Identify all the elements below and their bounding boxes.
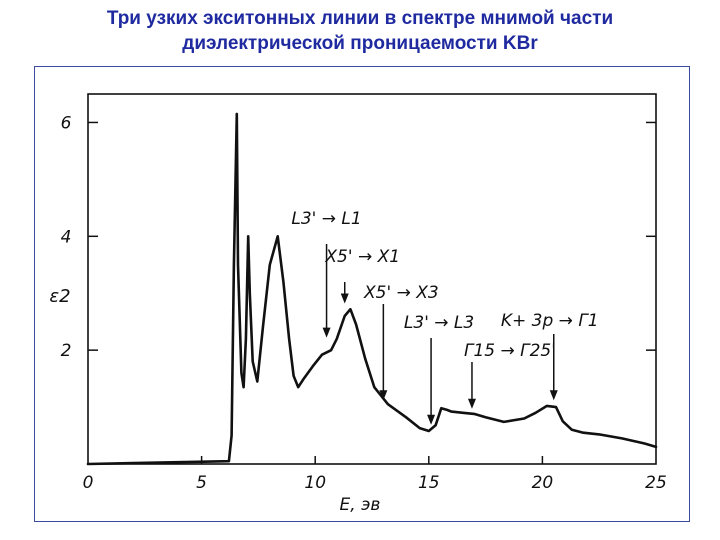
annotation-arrowhead bbox=[322, 327, 331, 338]
y-tick-label: 4 bbox=[61, 227, 72, 247]
series-line bbox=[86, 112, 658, 466]
plot-frame bbox=[87, 93, 657, 465]
tick-marks bbox=[88, 121, 656, 464]
x-axis-label: E, эв bbox=[340, 495, 381, 515]
annotation-arrowhead bbox=[467, 398, 476, 409]
x-tick-label: 25 bbox=[645, 473, 667, 493]
x-tick-label: 5 bbox=[196, 473, 207, 493]
figure-frame bbox=[34, 66, 690, 522]
annotation-arrowhead bbox=[340, 293, 349, 304]
annotation-arrows bbox=[322, 244, 558, 425]
slide-title-line-1: Три узких экситонных линии в спектре мни… bbox=[106, 8, 614, 29]
annotation-arrowhead bbox=[549, 390, 558, 401]
x-tick-label: 10 bbox=[304, 473, 326, 493]
y-tick-label: 2 bbox=[61, 341, 72, 361]
slide-title-line-2: диэлектрической проницаемости KBr bbox=[182, 33, 538, 54]
transition-label: L3' → L3 bbox=[404, 313, 474, 333]
x-tick-label: 15 bbox=[418, 473, 440, 493]
tick-labels: 0 5 10 15 20 25 2 4 6 bbox=[61, 113, 667, 493]
transition-label: X5' → X1 bbox=[324, 247, 400, 267]
y-axis-label: ε2 bbox=[49, 286, 70, 307]
transition-label: L3' → L1 bbox=[291, 209, 361, 229]
transition-label: Γ15 → Γ25' bbox=[464, 341, 556, 361]
y-tick-label: 6 bbox=[61, 113, 72, 133]
annotation-arrowhead bbox=[427, 414, 436, 425]
transition-label: K+ 3p → Γ1 bbox=[501, 311, 599, 331]
slide-title: Три узких экситонных линии в спектре мни… bbox=[0, 6, 720, 56]
x-tick-label: 0 bbox=[83, 473, 94, 493]
annotation-arrowhead bbox=[379, 390, 388, 401]
transition-label: X5' → X3 bbox=[363, 283, 439, 303]
x-tick-label: 20 bbox=[532, 473, 554, 493]
annotation-labels: L3' → L1 X5' → X1 X5' → X3 L3' → L3 Γ15 → Γ2… bbox=[291, 209, 598, 361]
